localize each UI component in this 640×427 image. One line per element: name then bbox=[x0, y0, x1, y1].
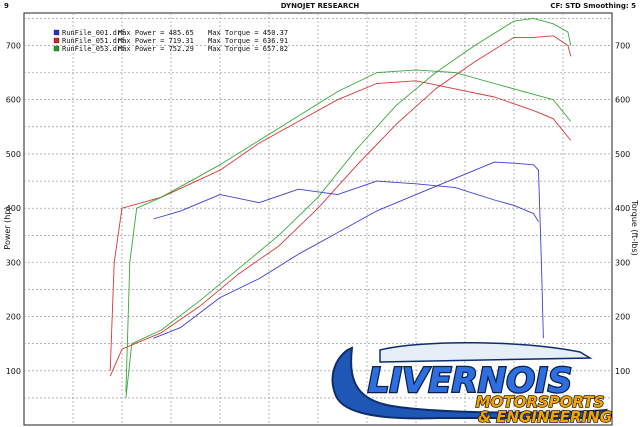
logo-line1: MOTORSPORTS bbox=[476, 393, 605, 411]
header-right: CF: STD Smoothing: 5 bbox=[550, 2, 636, 10]
series-torque-line bbox=[125, 69, 572, 393]
series-torque-line bbox=[109, 80, 572, 371]
series-torque-line bbox=[153, 180, 539, 222]
grid bbox=[24, 13, 612, 425]
series-power-line bbox=[153, 161, 544, 339]
legend-file: RunFile_053.drf bbox=[62, 45, 125, 53]
legend-swatch bbox=[53, 37, 60, 44]
legend-max-power: Max Power = 719.31 bbox=[118, 37, 194, 45]
legend-max-torque: Max Torque = 657.82 bbox=[208, 45, 288, 53]
y-tick-right: 700 bbox=[615, 42, 630, 51]
series-group bbox=[109, 17, 572, 398]
y-tick-right: 400 bbox=[615, 204, 630, 213]
y-tick-left: 500 bbox=[6, 150, 21, 159]
y-tick-right: 200 bbox=[615, 313, 630, 322]
legend-file: RunFile_001.drf bbox=[62, 29, 125, 37]
y-axis-label-right: Torque (ft-lbs) bbox=[630, 199, 639, 256]
y-axis-label-left: Power (hp) bbox=[3, 206, 12, 249]
y-tick-left: 300 bbox=[6, 258, 21, 267]
legend-max-power: Max Power = 752.29 bbox=[118, 45, 194, 53]
series-power-line bbox=[125, 17, 572, 398]
series-power-line bbox=[109, 35, 572, 377]
legend-max-torque: Max Torque = 636.91 bbox=[208, 37, 288, 45]
livernois-logo: LIVERNOIS MOTORSPORTS & ENGINEERING bbox=[331, 341, 613, 427]
header-left: 9 bbox=[4, 2, 9, 10]
logo-swoosh bbox=[331, 346, 609, 420]
y-tick-right: 100 bbox=[615, 367, 630, 376]
logo-name: LIVERNOIS bbox=[368, 361, 573, 401]
y-tick-right: 600 bbox=[615, 96, 630, 105]
y-tick-left: 200 bbox=[6, 313, 21, 322]
legend-max-torque: Max Torque = 450.37 bbox=[208, 29, 288, 37]
y-tick-left: 600 bbox=[6, 96, 21, 105]
y-tick-left: 700 bbox=[6, 42, 21, 51]
chart-title: DYNOJET RESEARCH bbox=[281, 2, 360, 10]
y-tick-left: 100 bbox=[6, 367, 21, 376]
logo-line2: & ENGINEERING bbox=[478, 408, 612, 426]
legend-swatch bbox=[53, 45, 60, 52]
y-tick-right: 500 bbox=[615, 150, 630, 159]
y-tick-left: 400 bbox=[6, 204, 21, 213]
y-tick-right: 300 bbox=[615, 258, 630, 267]
axis-ticks: 700 600 500 400 300 200 100 700 600 500 400 300 200 1… bbox=[6, 42, 631, 376]
legend-file: RunFile_051.drf bbox=[62, 37, 125, 45]
legend-swatch bbox=[53, 29, 60, 36]
legend-max-power: Max Power = 485.65 bbox=[118, 29, 194, 37]
logo-swoosh-top bbox=[379, 341, 593, 363]
